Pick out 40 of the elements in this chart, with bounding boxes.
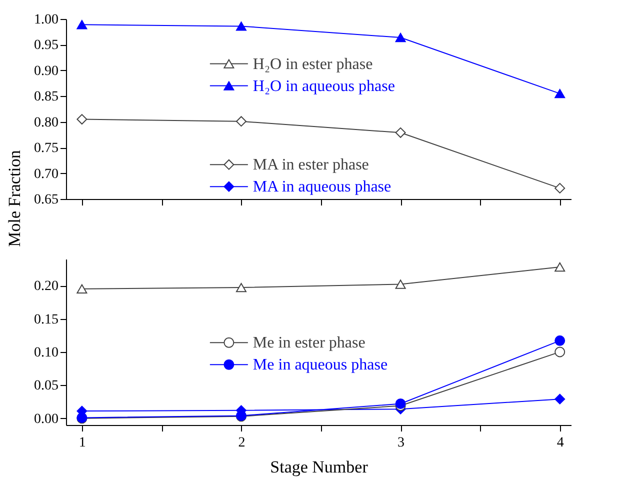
point [395, 127, 406, 138]
y-axis-title: Mole Fraction [5, 150, 24, 247]
point [554, 182, 566, 194]
point [554, 262, 566, 272]
point [395, 32, 406, 42]
y-tick-label: 1.00 [34, 12, 58, 28]
y-tick-label: 0.15 [34, 312, 58, 328]
y-tick-label: 0.80 [34, 115, 58, 130]
legend-label: Me in aqueous phase [252, 356, 388, 374]
point [76, 20, 88, 30]
point [76, 114, 88, 125]
legend-label: MA in aqueous phase [252, 178, 392, 196]
x-tick-label: 1 [78, 436, 86, 450]
y-tick-label: 0.70 [34, 166, 58, 182]
x-axis-title: Stage Number [270, 458, 368, 476]
y-tick-label: 0.75 [34, 141, 58, 156]
y-tick-label: 0.20 [34, 279, 58, 294]
point [236, 116, 246, 127]
y-tick-label: 0.05 [34, 378, 58, 394]
y-tick-label: 0.65 [34, 192, 58, 208]
y-tick-label: 0.85 [34, 90, 58, 105]
point [395, 280, 406, 289]
y-tick-label: 0.90 [34, 64, 58, 79]
legend-label: H₂O in aqueous phase [252, 78, 395, 95]
point [554, 394, 566, 404]
point [236, 22, 246, 31]
x-tick-label: 3 [398, 436, 405, 450]
legend-label: MA in ester phase [252, 156, 369, 174]
x-tick-label: 2 [238, 436, 246, 450]
y-tick-label: 0.10 [34, 345, 58, 360]
legend-label: Me in ester phase [252, 334, 366, 352]
y-tick-label: 0.95 [34, 38, 58, 54]
point [554, 346, 566, 358]
point [76, 284, 88, 294]
legend-label: H₂O in ester phase [252, 56, 373, 73]
point [236, 282, 246, 292]
point [554, 335, 566, 346]
point [554, 88, 566, 98]
y-tick-label: 0.00 [34, 412, 58, 427]
x-tick-label: 4 [556, 436, 564, 450]
